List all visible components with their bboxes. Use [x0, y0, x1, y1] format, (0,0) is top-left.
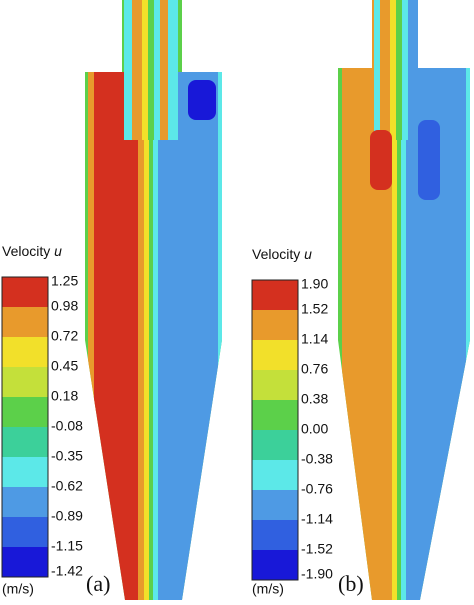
- colorbar-tick-label: 0.45: [51, 358, 78, 374]
- colorbar-tick-label: -1.52: [301, 541, 333, 557]
- panel-label: (b): [338, 571, 364, 596]
- colorbar-tick-label: -0.35: [51, 448, 83, 464]
- colorbar-tick-label: 0.76: [301, 361, 328, 377]
- contour-band: [153, 0, 158, 600]
- contour-band: [374, 0, 380, 140]
- colorbar-frame: [251, 279, 299, 581]
- unit: (m/s): [2, 581, 34, 597]
- unit: (m/s): [252, 581, 284, 597]
- contour-band: [188, 80, 216, 120]
- contour-band: [124, 0, 132, 140]
- colorbar-tick-label: 0.98: [51, 298, 78, 314]
- colorbar-tick-label: 0.00: [301, 421, 328, 437]
- contour-a: [85, 0, 222, 600]
- contour-band: [168, 0, 178, 140]
- legend-title: Velocity u: [252, 246, 312, 262]
- colorbar-band: [2, 517, 48, 547]
- contour-band: [142, 0, 148, 140]
- contour-band: [132, 0, 142, 140]
- colorbar-tick-label: -0.76: [301, 481, 333, 497]
- colorbar-tick-label: 1.14: [301, 331, 328, 347]
- colorbar-band: [252, 310, 298, 340]
- contour-band: [466, 0, 470, 600]
- colorbar-tick-label: -1.14: [301, 511, 333, 527]
- colorbar-tick-label: -0.38: [301, 451, 333, 467]
- contour-band: [380, 0, 390, 140]
- colorbar-band: [2, 277, 48, 307]
- contour-band: [390, 0, 396, 140]
- colorbar-tick-label: -0.08: [51, 418, 83, 434]
- contour-band: [160, 0, 168, 140]
- colorbar-band: [2, 307, 48, 337]
- colorbar-band: [2, 337, 48, 367]
- contour-band: [396, 0, 402, 140]
- panel-label: (a): [86, 571, 110, 596]
- contour-band: [402, 0, 408, 140]
- colorbar-band: [252, 520, 298, 550]
- colorbar-band: [252, 370, 298, 400]
- contour-band: [148, 0, 154, 140]
- legend-title: Velocity u: [2, 243, 62, 259]
- contour-band: [401, 0, 406, 600]
- contour-band: [154, 0, 160, 140]
- contour-band: [397, 0, 401, 600]
- contour-band: [144, 0, 149, 600]
- colorbar-band: [252, 460, 298, 490]
- colorbar-band: [2, 427, 48, 457]
- contour-band: [88, 0, 96, 600]
- colorbar-tick-label: 0.18: [51, 388, 78, 404]
- contour-b: [338, 0, 470, 600]
- colorbar-tick-label: 0.72: [51, 328, 78, 344]
- colorbar-tick-label: -1.90: [301, 566, 333, 582]
- colorbar-band: [252, 400, 298, 430]
- colorbar-tick-label: 1.52: [301, 301, 328, 317]
- contour-band: [149, 0, 153, 600]
- colorbar-band: [252, 340, 298, 370]
- contour-band: [370, 130, 392, 190]
- colorbar-tick-label: -1.42: [51, 563, 83, 579]
- colorbar-tick-label: -1.15: [51, 538, 83, 554]
- colorbar-band: [252, 550, 298, 580]
- colorbar-band: [2, 547, 48, 577]
- colorbar-tick-label: 0.38: [301, 391, 328, 407]
- colorbar-tick-label: 1.90: [301, 276, 328, 292]
- colorbar-band: [2, 367, 48, 397]
- colorbar-band: [2, 397, 48, 427]
- colorbar-tick-label: 1.25: [51, 273, 78, 289]
- contour-band: [408, 0, 418, 140]
- contour-band: [392, 0, 397, 600]
- colorbar-band: [2, 457, 48, 487]
- colorbar-band: [2, 487, 48, 517]
- colorbar-band: [252, 280, 298, 310]
- contour-band: [138, 0, 144, 600]
- colorbar-tick-label: -0.89: [51, 508, 83, 524]
- colorbar-band: [252, 490, 298, 520]
- colorbar-frame: [1, 276, 49, 578]
- colorbar-tick-label: -0.62: [51, 478, 83, 494]
- contour-band: [418, 120, 440, 200]
- colorbar-band: [252, 430, 298, 460]
- contour-band: [218, 0, 222, 600]
